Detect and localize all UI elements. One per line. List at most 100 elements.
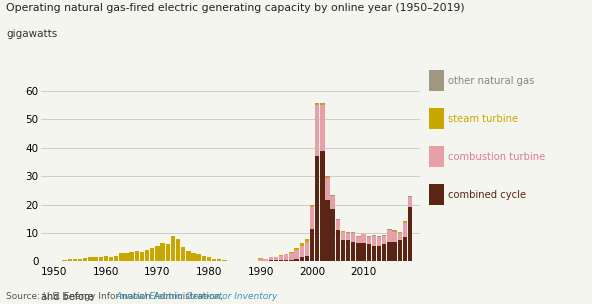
Bar — [366, 244, 371, 261]
Text: Operating natural gas-fired electric generating capacity by online year (1950–20: Operating natural gas-fired electric gen… — [6, 3, 465, 13]
Bar — [145, 250, 149, 261]
Bar — [356, 237, 361, 243]
Bar — [397, 232, 402, 233]
Bar — [397, 240, 402, 261]
Bar — [341, 240, 345, 261]
Bar — [109, 257, 113, 261]
Bar — [166, 244, 170, 261]
Bar — [258, 259, 263, 261]
Bar — [372, 236, 376, 246]
Bar — [181, 247, 185, 261]
Text: gigawatts: gigawatts — [6, 29, 57, 39]
Text: combined cycle: combined cycle — [448, 190, 526, 199]
Bar — [310, 229, 314, 261]
Bar — [408, 197, 412, 198]
Text: Annual Electric Generator Inventory: Annual Electric Generator Inventory — [115, 292, 278, 301]
Text: and before: and before — [41, 292, 94, 302]
Bar — [330, 209, 335, 261]
Bar — [212, 259, 216, 261]
Bar — [310, 206, 314, 207]
Bar — [387, 242, 391, 261]
Bar — [130, 252, 134, 261]
Bar — [351, 233, 356, 242]
Bar — [269, 257, 273, 260]
Bar — [310, 207, 314, 229]
Bar — [124, 254, 128, 261]
Bar — [382, 244, 387, 261]
Bar — [392, 231, 397, 232]
Bar — [134, 251, 139, 261]
Bar — [310, 205, 314, 206]
Bar — [346, 240, 350, 261]
Bar — [279, 260, 284, 261]
Bar — [274, 260, 278, 261]
Bar — [78, 259, 82, 261]
Bar — [197, 254, 201, 261]
Bar — [366, 237, 371, 244]
Bar — [289, 260, 294, 261]
Bar — [140, 252, 144, 261]
Bar — [83, 258, 88, 261]
Bar — [294, 259, 299, 261]
Bar — [94, 257, 98, 261]
Bar — [397, 233, 402, 240]
Bar — [336, 230, 340, 261]
Text: steam turbine: steam turbine — [448, 114, 518, 123]
Bar — [362, 243, 366, 261]
Bar — [362, 234, 366, 243]
Bar — [176, 239, 180, 261]
Bar — [279, 256, 284, 260]
Bar — [408, 207, 412, 261]
Bar — [382, 235, 387, 236]
Bar — [356, 243, 361, 261]
Bar — [408, 196, 412, 197]
Bar — [294, 250, 299, 259]
Bar — [67, 259, 72, 261]
Bar — [326, 176, 330, 177]
Bar — [207, 257, 211, 261]
Bar — [315, 156, 320, 261]
Bar — [330, 196, 335, 209]
Bar — [403, 221, 407, 223]
Text: combustion turbine: combustion turbine — [448, 152, 545, 161]
Bar — [274, 257, 278, 260]
Bar — [320, 150, 324, 261]
Bar — [387, 229, 391, 230]
Bar — [326, 178, 330, 200]
Bar — [387, 230, 391, 242]
Bar — [372, 235, 376, 236]
Bar — [377, 246, 381, 261]
Bar — [341, 232, 345, 240]
Bar — [191, 253, 196, 261]
Bar — [289, 253, 294, 260]
Bar — [408, 198, 412, 207]
Bar — [403, 237, 407, 261]
Bar — [269, 260, 273, 261]
Bar — [62, 260, 67, 261]
Bar — [362, 233, 366, 234]
Bar — [346, 232, 350, 233]
Bar — [170, 236, 175, 261]
Text: other natural gas: other natural gas — [448, 76, 535, 85]
Bar — [155, 246, 160, 261]
Bar — [114, 256, 118, 261]
Bar — [202, 256, 206, 261]
Bar — [150, 248, 155, 261]
Bar — [392, 230, 397, 231]
Bar — [315, 104, 320, 105]
Bar — [336, 220, 340, 230]
Bar — [258, 258, 263, 259]
Bar — [320, 103, 324, 105]
Bar — [392, 232, 397, 242]
Bar — [284, 254, 288, 260]
Bar — [305, 242, 309, 256]
Bar — [217, 259, 221, 261]
Bar — [351, 242, 356, 261]
Bar — [300, 246, 304, 257]
Bar — [186, 251, 191, 261]
Bar — [305, 239, 309, 242]
Bar — [98, 257, 103, 261]
Bar — [222, 260, 227, 261]
Bar — [284, 260, 288, 261]
Bar — [305, 256, 309, 261]
